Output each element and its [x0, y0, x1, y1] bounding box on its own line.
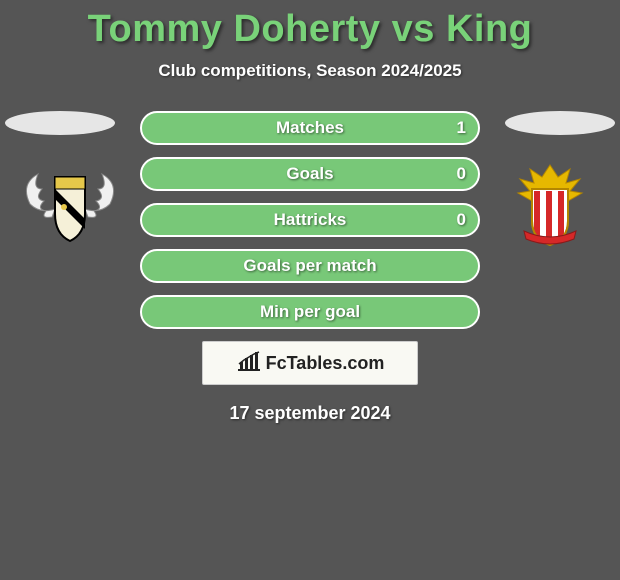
player-right-ellipse: [505, 111, 615, 135]
date-text: 17 september 2024: [0, 403, 620, 424]
club-crest-left: [20, 159, 120, 249]
stat-value-right: 1: [457, 118, 466, 138]
stat-label: Goals per match: [243, 256, 376, 276]
stat-row-min-per-goal: Min per goal: [140, 295, 480, 329]
page-title: Tommy Doherty vs King: [0, 0, 620, 51]
stat-value-right: 0: [457, 210, 466, 230]
stat-label: Hattricks: [274, 210, 347, 230]
club-crest-right: [500, 159, 600, 249]
stat-row-goals: Goals 0: [140, 157, 480, 191]
stat-value-right: 0: [457, 164, 466, 184]
stat-label: Min per goal: [260, 302, 360, 322]
comparison-panel: Matches 1 Goals 0 Hattricks 0 Goals per …: [0, 111, 620, 424]
stat-rows: Matches 1 Goals 0 Hattricks 0 Goals per …: [140, 111, 480, 329]
stat-row-hattricks: Hattricks 0: [140, 203, 480, 237]
player-left-ellipse: [5, 111, 115, 135]
stat-row-goals-per-match: Goals per match: [140, 249, 480, 283]
brand-badge: FcTables.com: [202, 341, 418, 385]
brand-chart-icon: [236, 350, 262, 377]
page-subtitle: Club competitions, Season 2024/2025: [0, 61, 620, 81]
stat-label: Matches: [276, 118, 344, 138]
stat-label: Goals: [286, 164, 333, 184]
stat-row-matches: Matches 1: [140, 111, 480, 145]
brand-text: FcTables.com: [266, 353, 385, 374]
